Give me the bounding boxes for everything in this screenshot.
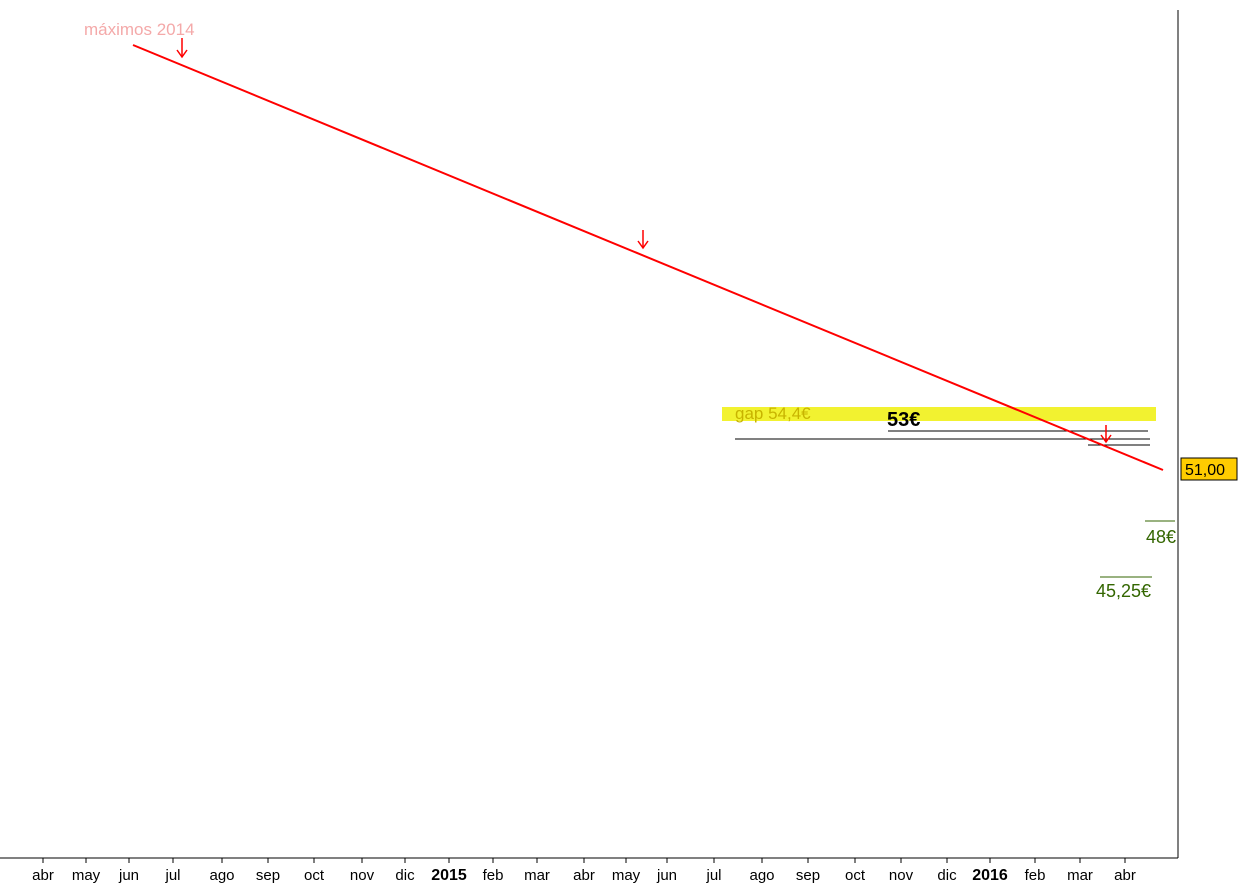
x-tick-label: oct (845, 867, 866, 884)
x-tick-label: jul (164, 867, 180, 884)
max-2014-label: máximos 2014 (84, 20, 195, 39)
x-tick-label: abr (32, 867, 54, 884)
arrow-icon (1100, 425, 1112, 444)
x-tick-label: jul (705, 867, 721, 884)
last-price-label: 51,00 (1185, 462, 1225, 479)
arrow-icon (176, 38, 188, 59)
x-axis-ticks: abr may jun jul ago sep oct nov dic 2015 feb mar abr… (32, 858, 1136, 884)
last-price-badge: 51,00 (1180, 457, 1238, 481)
x-tick-label: abr (573, 867, 595, 884)
x-tick-label: dic (937, 867, 957, 884)
x-tick-label: sep (796, 867, 820, 884)
x-tick-label: dic (395, 867, 415, 884)
x-tick-label: nov (889, 867, 914, 884)
gap-band (722, 407, 1156, 421)
arrow-icon (637, 230, 649, 250)
x-tick-label: 2016 (972, 867, 1008, 884)
x-tick-label: abr (1114, 867, 1136, 884)
x-tick-label: feb (483, 867, 504, 884)
x-tick-label: may (612, 867, 641, 884)
x-tick-label: sep (256, 867, 280, 884)
x-tick-label: may (72, 867, 101, 884)
x-tick-label: 2015 (431, 867, 467, 884)
x-tick-label: ago (749, 867, 774, 884)
level-53-label: 53€ (887, 409, 920, 431)
level-48-label: 48€ (1146, 527, 1176, 547)
x-tick-label: jun (118, 867, 139, 884)
x-tick-label: ago (209, 867, 234, 884)
level-4525-label: 45,25€ (1096, 581, 1151, 601)
downtrend-line (132, 44, 1164, 471)
x-tick-label: mar (524, 867, 550, 884)
x-tick-label: jun (656, 867, 677, 884)
x-tick-label: feb (1025, 867, 1046, 884)
gap-label: gap 54,4€ (735, 404, 811, 423)
x-tick-label: oct (304, 867, 325, 884)
x-tick-label: mar (1067, 867, 1093, 884)
x-tick-label: nov (350, 867, 375, 884)
